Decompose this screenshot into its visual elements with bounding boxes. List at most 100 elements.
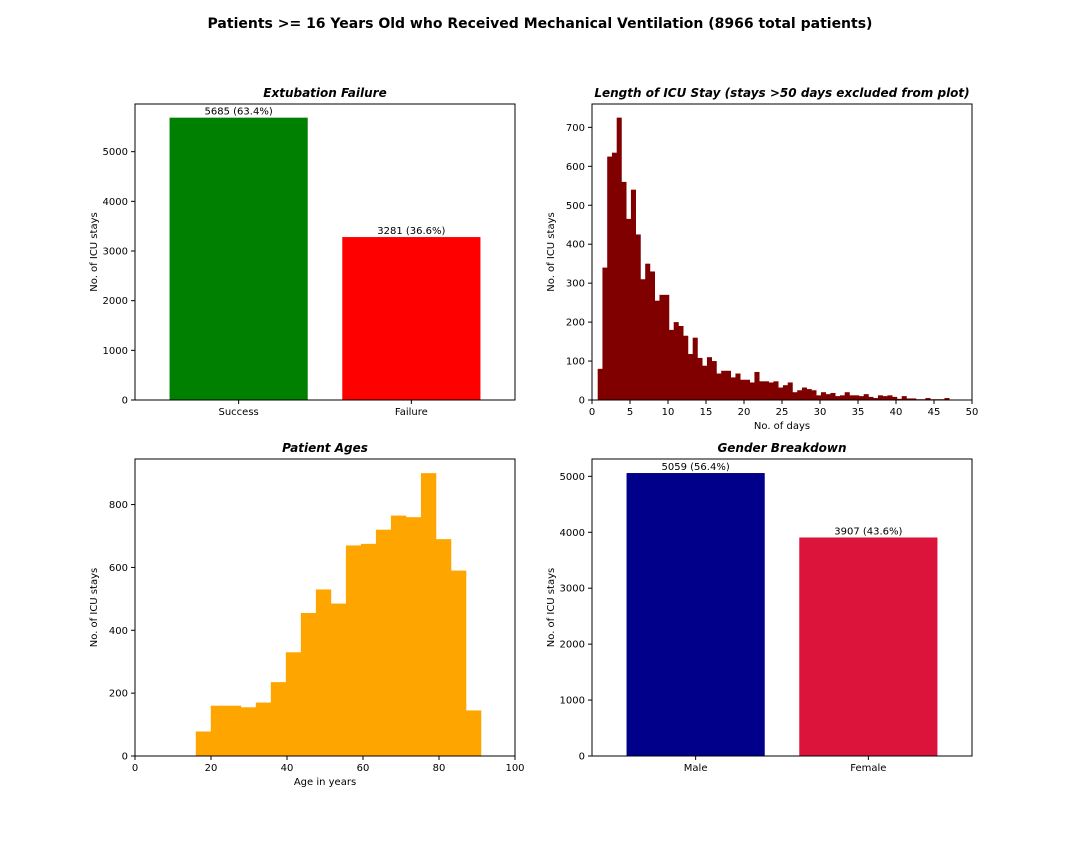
chart-2-hist-bar bbox=[702, 365, 708, 400]
chart-3-x-tick-label: 20 bbox=[205, 763, 218, 774]
chart-3-x-tick-label: 60 bbox=[357, 763, 370, 774]
chart-2-x-tick-label: 45 bbox=[928, 407, 941, 418]
chart-3-hist-bar bbox=[285, 652, 302, 756]
chart-2-hist-bar bbox=[901, 396, 907, 400]
chart-2-hist-bar bbox=[830, 392, 836, 400]
chart-4-y-tick-label: 3000 bbox=[560, 584, 585, 595]
chart-1-y-tick-label: 0 bbox=[122, 396, 128, 407]
chart-2-hist-bar bbox=[640, 279, 646, 400]
chart-2-hist-bar bbox=[687, 354, 693, 400]
chart-3-x-axis-label: Age in years bbox=[294, 777, 356, 788]
chart-2-hist-bar bbox=[697, 357, 703, 400]
chart-3-hist-bar bbox=[195, 731, 212, 756]
chart-2-x-tick-label: 35 bbox=[852, 407, 865, 418]
chart-2-hist-bar bbox=[706, 357, 712, 400]
chart-1-y-tick-label: 2000 bbox=[103, 296, 128, 307]
chart-2-hist-bar bbox=[730, 377, 736, 400]
chart-1-bar-failure bbox=[342, 237, 481, 400]
chart-1-bar-success bbox=[169, 117, 308, 400]
chart-2-x-tick-label: 40 bbox=[890, 407, 903, 418]
chart-1-data-label: 5685 (63.4%) bbox=[205, 107, 273, 118]
chart-3-hist-bar bbox=[300, 613, 317, 756]
chart-2-y-tick-label: 200 bbox=[566, 318, 585, 329]
chart-2-hist-bar bbox=[749, 382, 755, 400]
chart-3-hist-bar bbox=[450, 570, 467, 756]
chart-4-data-label: 3907 (43.6%) bbox=[834, 526, 902, 537]
chart-2-hist-bar bbox=[664, 294, 670, 400]
chart-1-x-tick-label: Failure bbox=[395, 407, 428, 418]
chart-2-hist-bar bbox=[892, 396, 898, 400]
chart-2-hist-bar bbox=[944, 398, 950, 400]
chart-2-x-tick-label: 30 bbox=[814, 407, 827, 418]
chart-2-hist-bar bbox=[611, 152, 617, 400]
chart-2-x-tick-label: 50 bbox=[966, 407, 979, 418]
chart-2-hist-bar bbox=[630, 189, 636, 400]
chart-4-y-tick-label: 5000 bbox=[560, 472, 585, 483]
chart-2-hist-bar bbox=[773, 381, 779, 400]
chart-2-hist-bar bbox=[782, 385, 788, 400]
chart-2-hist-bar bbox=[744, 379, 750, 400]
chart-2-hist-bar bbox=[607, 156, 613, 400]
extubation-failure-chart: Extubation Failure 5685 (63.4%) Success 328… bbox=[89, 86, 516, 418]
chart-4-data-label: 5059 (56.4%) bbox=[662, 462, 730, 473]
chart-2-hist-bar bbox=[844, 392, 850, 400]
chart-2-y-tick-label: 100 bbox=[566, 357, 585, 368]
chart-2-x-tick-label: 0 bbox=[589, 407, 595, 418]
chart-3-hist-bar bbox=[405, 517, 422, 756]
chart-2-hist-bar bbox=[678, 326, 684, 400]
chart-3-y-tick-label: 200 bbox=[109, 689, 128, 700]
chart-2-hist-bar bbox=[692, 337, 698, 400]
chart-2-hist-bar bbox=[635, 234, 641, 400]
chart-2-hist-bar bbox=[626, 218, 632, 400]
chart-2-hist-bar bbox=[906, 398, 912, 400]
chart-1-axes-frame bbox=[134, 103, 516, 401]
figure-title: Patients >= 16 Years Old who Received Me… bbox=[208, 16, 873, 32]
chart-2-hist-bar bbox=[835, 396, 841, 400]
chart-4-x-tick-label: Female bbox=[850, 763, 886, 774]
chart-2-hist-bar bbox=[877, 395, 883, 400]
chart-2-hist-bar bbox=[683, 335, 689, 400]
chart-2-x-axis-label: No. of days bbox=[754, 421, 810, 432]
chart-3-y-axis-label: No. of ICU stays bbox=[89, 568, 100, 647]
chart-1-title: Extubation Failure bbox=[263, 86, 386, 100]
chart-4-y-tick-label: 4000 bbox=[560, 528, 585, 539]
chart-3-hist-bar bbox=[375, 529, 392, 756]
chart-3-hist-bar bbox=[225, 705, 242, 756]
icu-stay-length-chart: Length of ICU Stay (stays >50 days exclu… bbox=[546, 86, 978, 432]
chart-2-hist-bar bbox=[711, 361, 717, 400]
chart-2-hist-bar bbox=[754, 371, 760, 400]
chart-3-hist-bar bbox=[435, 539, 452, 756]
chart-2-hist-bar bbox=[887, 395, 893, 400]
chart-2-hist-bar bbox=[873, 398, 879, 400]
chart-2-hist-bar bbox=[896, 398, 902, 400]
patient-ages-chart: Patient Ages 0 20 40 60 80 100 0 200 400 600 800 Age… bbox=[89, 441, 525, 788]
chart-2-hist-bar bbox=[868, 396, 874, 400]
chart-1-y-tick-label: 4000 bbox=[103, 197, 128, 208]
chart-2-y-tick-label: 0 bbox=[579, 396, 585, 407]
chart-2-hist-bar bbox=[763, 381, 769, 400]
chart-3-y-tick-label: 600 bbox=[109, 563, 128, 574]
chart-2-hist-bar bbox=[659, 294, 665, 400]
chart-2-hist-bar bbox=[911, 398, 917, 400]
chart-2-hist-bar bbox=[797, 390, 803, 400]
chart-1-y-axis-label: No. of ICU stays bbox=[89, 212, 100, 291]
chart-2-hist-bar bbox=[806, 389, 812, 400]
chart-4-y-tick-label: 1000 bbox=[560, 696, 585, 707]
chart-2-x-tick-label: 10 bbox=[662, 407, 675, 418]
chart-3-y-tick-label: 800 bbox=[109, 500, 128, 511]
chart-4-title: Gender Breakdown bbox=[717, 441, 846, 455]
chart-3-hist-bar bbox=[210, 705, 227, 756]
chart-2-hist-bar bbox=[654, 300, 660, 400]
chart-2-hist-bar bbox=[778, 387, 784, 400]
chart-2-hist-bar bbox=[820, 392, 826, 400]
chart-2-hist-bar bbox=[740, 379, 746, 400]
chart-4-bar-female bbox=[799, 537, 938, 756]
chart-2-axes-frame bbox=[591, 103, 973, 401]
chart-2-hist-bar bbox=[649, 271, 655, 400]
chart-3-title: Patient Ages bbox=[282, 441, 368, 455]
chart-2-y-tick-label: 500 bbox=[566, 201, 585, 212]
chart-4-axes-frame bbox=[591, 458, 973, 757]
gender-breakdown-chart: Gender Breakdown 5059 (56.4%) Male 3907 (43… bbox=[546, 441, 973, 774]
chart-3-hist-bar bbox=[465, 710, 482, 756]
